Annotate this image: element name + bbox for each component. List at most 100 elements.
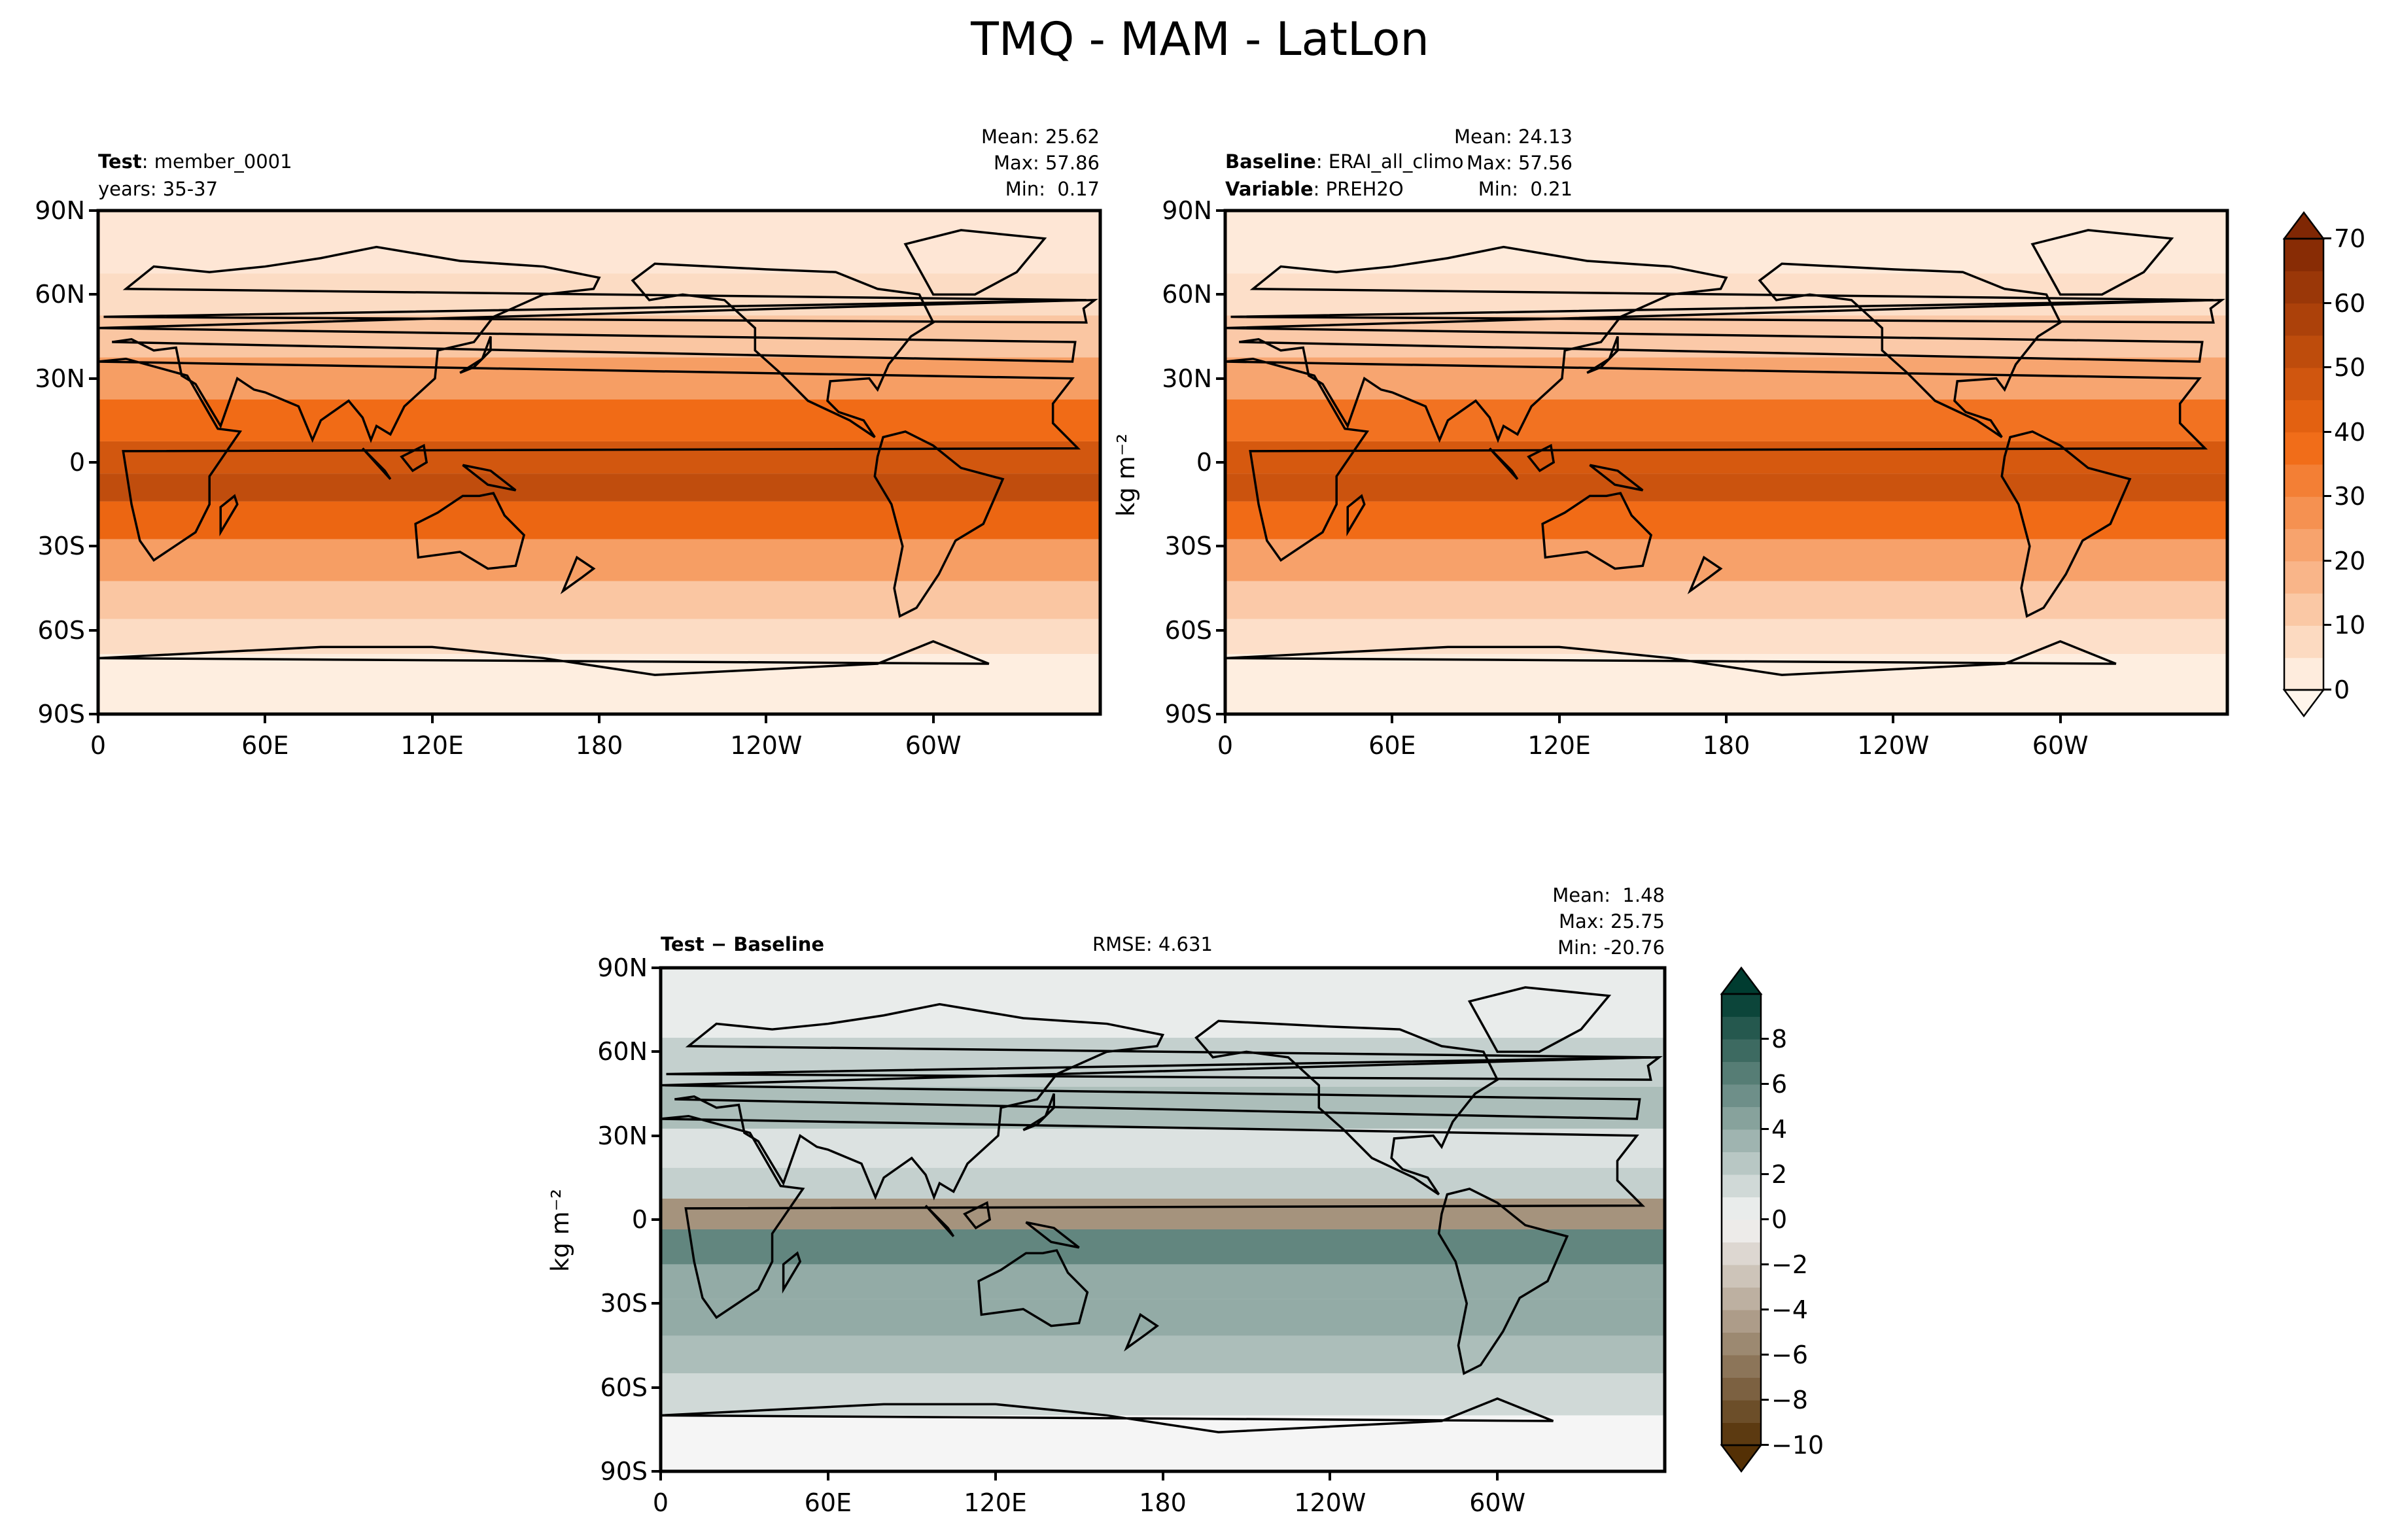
- y-tick-label: 90S: [37, 700, 85, 728]
- colorbar-segment: [2284, 271, 2323, 304]
- y-tick-mark: [89, 713, 98, 715]
- colorbar-tick-label: 0: [1771, 1205, 1788, 1234]
- difference-colorbar: [1720, 966, 1763, 1473]
- diff-rmse: RMSE: 4.631: [1092, 933, 1213, 955]
- coastline: [1022, 1093, 1055, 1131]
- difference-map-coastlines: [660, 986, 1663, 1433]
- coastline: [903, 229, 1047, 296]
- coastline: [400, 443, 428, 473]
- coastline: [462, 464, 517, 492]
- x-tick-mark: [1161, 1471, 1164, 1480]
- colorbar-tick-mark: [2323, 366, 2331, 369]
- test-mean: Mean: 25.62: [981, 126, 1100, 148]
- x-tick-mark: [1496, 1471, 1499, 1480]
- x-tick-label: 120E: [400, 731, 464, 760]
- diff-mean: Mean: 1.48: [1552, 884, 1665, 906]
- colorbar-segment: [1722, 994, 1761, 1017]
- contour-band: [1225, 539, 2227, 581]
- coastline: [414, 492, 526, 570]
- colorbar-tick-label: −10: [1771, 1431, 1824, 1460]
- contour-band: [1225, 473, 2227, 502]
- colorbar-tick-mark: [2323, 624, 2331, 626]
- baseline-map-contours: [1225, 211, 2227, 714]
- coastline: [660, 1397, 1554, 1433]
- colorbar-tick-label: 4: [1771, 1115, 1788, 1144]
- y-tick-label: 30N: [35, 364, 85, 393]
- colorbar-segment: [1722, 1377, 1761, 1401]
- baseline-label: Baseline: ERAI_all_climo: [1225, 149, 1463, 174]
- colorbar-segment: [1722, 1016, 1761, 1040]
- x-tick-label: 60W: [1469, 1488, 1526, 1517]
- y-tick-mark: [652, 1302, 661, 1305]
- coastline: [1687, 555, 1723, 594]
- colorbar-tick-mark: [1761, 1354, 1769, 1356]
- coastline: [1467, 986, 1612, 1053]
- coastline: [660, 1002, 1651, 1201]
- contour-band: [661, 1335, 1665, 1374]
- colorbar-extend-min: [2282, 689, 2325, 718]
- variable-label-sep: :: [1313, 178, 1326, 200]
- coastline: [1541, 492, 1653, 570]
- coastline: [924, 1205, 955, 1237]
- colorbar-segment: [1722, 1129, 1761, 1152]
- colorbar-segment: [1722, 1084, 1761, 1107]
- contour-band: [661, 1229, 1665, 1265]
- x-tick-mark: [1391, 714, 1394, 723]
- x-tick-mark: [598, 714, 600, 723]
- coastline: [1437, 1188, 1569, 1375]
- colorbar-segment: [2284, 560, 2323, 594]
- y-tick-mark: [1216, 209, 1225, 212]
- y-tick-mark: [1216, 545, 1225, 548]
- coastline: [977, 1249, 1089, 1327]
- coastline: [782, 1251, 802, 1294]
- contour-band: [661, 968, 1665, 1038]
- y-tick-label: 60S: [1164, 615, 1212, 645]
- variable-label: Variable: PREH2O: [1225, 177, 1404, 201]
- test-min: Min: 0.17: [1005, 178, 1100, 200]
- contour-band: [661, 1299, 1665, 1336]
- y-tick-label: 0: [69, 448, 85, 477]
- colorbar-tick-mark: [1761, 1173, 1769, 1175]
- coastline: [1194, 1019, 1499, 1195]
- y-tick-label: 60N: [597, 1037, 648, 1067]
- y-tick-mark: [652, 1134, 661, 1137]
- colorbar-segment: [2284, 368, 2323, 400]
- variable-label-bold: Variable: [1225, 178, 1313, 200]
- colorbar-segment: [1722, 1332, 1761, 1356]
- x-tick-mark: [1329, 1471, 1332, 1480]
- test-years: years: 35-37: [98, 178, 218, 200]
- colorbar-tick-label: 2: [1771, 1160, 1788, 1189]
- contour-band: [98, 619, 1100, 655]
- coastline: [660, 1114, 1646, 1320]
- baseline-max: Max: 57.56: [1467, 152, 1573, 174]
- colorbar-tick-mark: [2323, 237, 2331, 239]
- y-tick-mark: [652, 1218, 661, 1221]
- x-tick-label: 60E: [241, 731, 289, 760]
- coastline: [1346, 494, 1366, 537]
- y-tick-label: 30S: [600, 1289, 648, 1318]
- y-tick-label: 90S: [1164, 700, 1212, 728]
- coastline: [1586, 335, 1619, 374]
- contour-band: [98, 211, 1100, 274]
- y-tick-mark: [89, 209, 98, 212]
- coastline: [1758, 262, 2062, 438]
- colorbar-segment: [2284, 657, 2323, 691]
- colorbar-tick-mark: [1761, 1083, 1769, 1085]
- colorbar-tick-mark: [2323, 301, 2331, 304]
- colorbar-segment: [1722, 1400, 1761, 1423]
- coastline: [1225, 245, 2214, 443]
- colorbar-tick-label: 60: [2334, 288, 2366, 318]
- contour-band: [98, 441, 1100, 474]
- x-tick-label: 120W: [730, 731, 803, 760]
- colorbar-extend-max: [2282, 211, 2325, 240]
- coastline: [1225, 357, 2208, 562]
- colorbar-tick-mark: [1761, 1038, 1769, 1040]
- x-tick-mark: [1557, 714, 1561, 723]
- y-tick-mark: [652, 1050, 661, 1053]
- colorbar-segment: [1722, 1287, 1761, 1310]
- x-tick-mark: [659, 1471, 662, 1480]
- colorbar-extend-min: [1720, 1444, 1763, 1473]
- test-map-coastlines: [97, 229, 1098, 676]
- x-tick-mark: [1224, 714, 1226, 723]
- coastline: [560, 555, 596, 594]
